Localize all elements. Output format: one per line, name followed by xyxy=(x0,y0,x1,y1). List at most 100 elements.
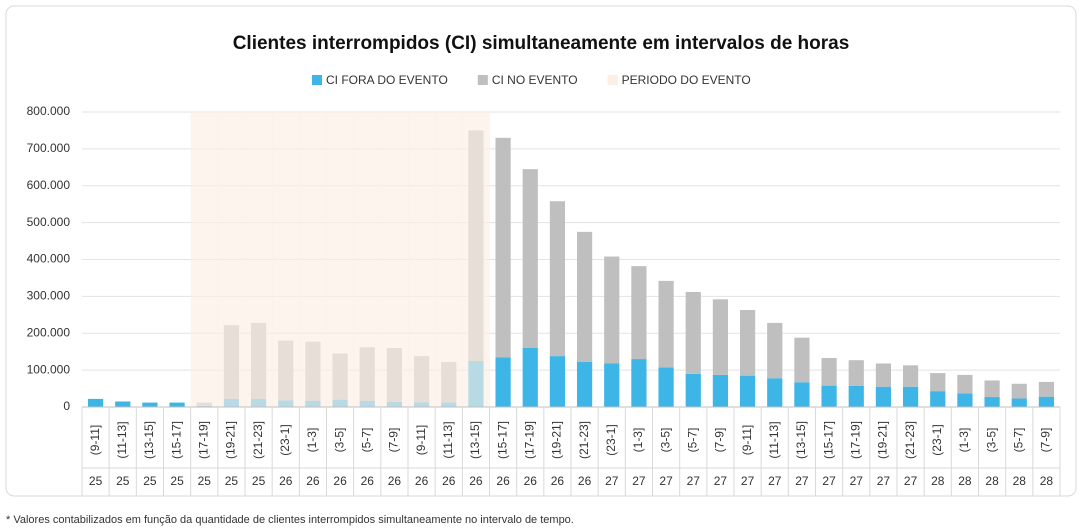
bar xyxy=(685,291,701,374)
x-tick-label: (13-15] xyxy=(142,421,156,459)
bar xyxy=(821,385,837,407)
day-label: 26 xyxy=(469,474,483,488)
day-label: 26 xyxy=(524,474,538,488)
bar xyxy=(957,374,973,394)
bar xyxy=(549,356,566,407)
x-tick-label: (19-21] xyxy=(876,421,890,459)
legend-swatch xyxy=(477,75,488,85)
bar xyxy=(115,401,131,407)
x-tick-label: (15-17] xyxy=(821,421,835,459)
day-label: 28 xyxy=(1013,474,1027,488)
bar xyxy=(604,363,620,407)
x-tick-label: (17-19] xyxy=(848,421,862,459)
day-label: 25 xyxy=(116,474,130,488)
day-label: 27 xyxy=(795,474,809,488)
event-period xyxy=(462,112,490,407)
event-period xyxy=(272,112,300,407)
event-period xyxy=(190,112,219,407)
y-tick-label: 700.000 xyxy=(27,141,71,155)
bar xyxy=(712,374,729,407)
y-tick-label: 300.000 xyxy=(27,289,71,303)
day-label: 25 xyxy=(198,474,212,488)
y-tick-label: 0 xyxy=(63,399,70,413)
bar xyxy=(794,382,810,407)
day-label: 27 xyxy=(822,474,836,488)
x-tick-label: (21-23] xyxy=(251,421,265,459)
event-period xyxy=(245,112,273,407)
day-label: 25 xyxy=(252,474,266,488)
bar xyxy=(1011,383,1027,399)
x-tick-label: (21-23] xyxy=(903,421,917,459)
bar xyxy=(875,363,892,387)
day-label: 26 xyxy=(496,474,510,488)
event-period xyxy=(217,112,246,407)
day-label: 27 xyxy=(659,474,673,488)
x-tick-label: (21-23] xyxy=(577,421,591,459)
bar xyxy=(1038,381,1055,397)
x-tick-label: (13-15] xyxy=(468,421,482,459)
x-tick-label: (23-1] xyxy=(930,424,944,455)
bar xyxy=(631,266,647,360)
bar xyxy=(875,386,892,407)
x-tick-label: (17-19] xyxy=(196,421,210,459)
bar xyxy=(767,322,783,379)
x-tick-label: (9-11] xyxy=(414,425,428,455)
y-tick-label: 600.000 xyxy=(27,178,71,192)
event-period xyxy=(408,112,436,407)
bar xyxy=(902,386,919,407)
x-tick-label: (3-5] xyxy=(332,428,346,453)
bar xyxy=(930,373,946,392)
day-label: 25 xyxy=(225,474,239,488)
bar xyxy=(739,375,756,407)
day-label: 27 xyxy=(687,474,701,488)
x-tick-label: (7-9] xyxy=(387,428,401,453)
x-tick-label: (13-15] xyxy=(794,421,808,459)
day-label: 26 xyxy=(415,474,429,488)
bar xyxy=(712,299,729,375)
bar xyxy=(522,169,538,348)
day-label: 28 xyxy=(1040,474,1054,488)
event-period xyxy=(380,112,409,407)
bar xyxy=(549,201,566,357)
bar xyxy=(848,385,864,407)
y-tick-label: 100.000 xyxy=(27,362,71,376)
event-period xyxy=(299,112,327,407)
day-label: 26 xyxy=(306,474,320,488)
footnote: * Valores contabilizados em função da qu… xyxy=(6,514,574,526)
day-label: 27 xyxy=(632,474,646,488)
day-label: 27 xyxy=(714,474,728,488)
day-label: 27 xyxy=(904,474,918,488)
day-label: 28 xyxy=(985,474,999,488)
bar xyxy=(631,359,647,407)
bar xyxy=(739,310,756,376)
event-period xyxy=(435,112,463,407)
bar xyxy=(821,357,837,386)
bar xyxy=(794,337,810,383)
day-label: 26 xyxy=(333,474,347,488)
bar xyxy=(576,231,593,363)
x-tick-label: (17-19] xyxy=(522,421,536,459)
bar xyxy=(685,373,701,407)
x-tick-label: (9-11] xyxy=(88,425,102,455)
bar xyxy=(495,137,511,358)
x-tick-label: (1-3] xyxy=(631,428,645,453)
legend-swatch xyxy=(312,75,322,85)
day-label: 27 xyxy=(877,474,891,488)
day-label: 26 xyxy=(442,474,456,488)
x-tick-label: (11-13] xyxy=(441,421,455,458)
day-label: 28 xyxy=(931,474,945,488)
x-tick-label: (19-21] xyxy=(224,421,238,459)
bar xyxy=(604,256,620,364)
bar xyxy=(658,367,674,407)
bar xyxy=(142,402,158,407)
day-label: 27 xyxy=(768,474,782,488)
bar xyxy=(957,393,973,407)
bar xyxy=(902,365,919,387)
bar xyxy=(1038,396,1055,407)
y-tick-label: 500.000 xyxy=(27,215,71,229)
bar xyxy=(658,280,674,368)
x-tick-label: (5-7] xyxy=(1011,428,1025,453)
day-label: 25 xyxy=(89,474,103,488)
event-period xyxy=(353,112,382,407)
